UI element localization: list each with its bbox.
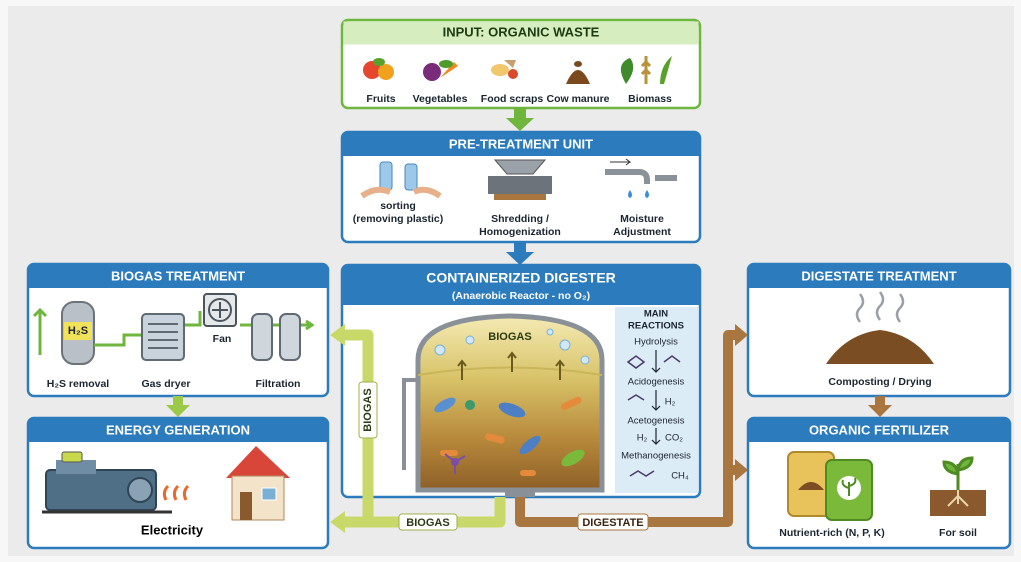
- energy-generation-title: ENERGY GENERATION: [106, 422, 250, 437]
- tank-part: [505, 490, 535, 497]
- icons-part: [508, 69, 518, 79]
- equipment-label: Gas dryer: [141, 378, 190, 390]
- fertilizer-label: Nutrient-rich (N, P, K): [779, 527, 884, 539]
- reaction-product: CO₂: [665, 433, 683, 444]
- tank-part: [466, 336, 474, 344]
- diagram: INPUT: ORGANIC WASTE Fruits Vegetables F…: [0, 0, 1021, 562]
- input-item: Vegetables: [413, 93, 468, 105]
- icons-part: [380, 162, 392, 190]
- fertilizer-label: For soil: [939, 527, 977, 539]
- tank: [404, 316, 602, 497]
- digester-title: CONTAINERIZED DIGESTER: [426, 270, 616, 286]
- icons-part: [488, 176, 552, 194]
- tank-part: [440, 450, 458, 456]
- tank-part: [560, 340, 570, 350]
- reaction-product: H₂: [637, 433, 648, 444]
- flow-label: DIGESTATE: [582, 517, 643, 529]
- input-item: Biomass: [628, 93, 672, 105]
- tank-part: [547, 329, 553, 335]
- tank-part: [581, 356, 589, 364]
- organic-fertilizer-box: ORGANIC FERTILIZER Nutrient-rich (N, P, …: [748, 418, 1010, 548]
- digester-box: CONTAINERIZED DIGESTER (Anaerobic Reacto…: [342, 265, 700, 497]
- equipment-part: [280, 314, 300, 360]
- reaction-step: Methanogenesis: [621, 451, 691, 462]
- pretreatment-box: PRE-TREATMENT UNIT sorting (removing pla…: [342, 132, 700, 242]
- input-item: Cow manure: [546, 93, 609, 105]
- energy-generation-box: ENERGY GENERATION Electricity: [28, 418, 328, 548]
- icons-part: [405, 164, 417, 190]
- icons-part: [574, 61, 582, 67]
- organic-fertilizer-title: ORGANIC FERTILIZER: [809, 422, 950, 437]
- generator-and-house-part: [240, 492, 252, 520]
- biogas-treatment-box: BIOGAS TREATMENT H₂S H₂S removal Gas dry…: [28, 264, 328, 396]
- equipment-label: H₂S removal: [47, 378, 110, 390]
- reaction-step: Acetogenesis: [627, 416, 684, 427]
- arrow-brown-part: [875, 396, 885, 406]
- reaction-step: Hydrolysis: [634, 337, 678, 348]
- generator-and-house-part: [262, 488, 276, 500]
- icons-part: [491, 64, 509, 76]
- icons-part: [423, 63, 441, 81]
- reaction-product: H₂: [665, 397, 676, 408]
- input-item: Food scraps: [481, 93, 544, 105]
- arrow-green-part: [173, 396, 183, 406]
- energy-label: Electricity: [141, 522, 204, 537]
- icons-part: [439, 60, 453, 68]
- digestate-treatment-title: DIGESTATE TREATMENT: [801, 268, 956, 283]
- step-label: Shredding /: [491, 213, 549, 225]
- digestate-label: Composting / Drying: [828, 376, 931, 388]
- generator-and-house-part: [62, 452, 82, 462]
- equipment-part: [142, 314, 184, 360]
- icons-part: [378, 64, 394, 80]
- tank-part: [435, 345, 445, 355]
- step-label: (removing plastic): [353, 213, 443, 225]
- arrow-blue-part: [514, 242, 526, 252]
- icons-part: [494, 194, 546, 200]
- reaction-step: Acidogenesis: [628, 377, 685, 388]
- tank-part: [520, 470, 536, 476]
- step-label: Adjustment: [613, 226, 671, 238]
- digester-subtitle: (Anaerobic Reactor - no O₂): [452, 290, 590, 302]
- equipment-label: Fan: [213, 333, 232, 345]
- input-title: INPUT: ORGANIC WASTE: [443, 24, 600, 39]
- reactions-title: REACTIONS: [628, 321, 684, 332]
- pretreatment-title: PRE-TREATMENT UNIT: [449, 136, 593, 151]
- equipment-part: [252, 314, 272, 360]
- flow-label: BIOGAS: [362, 388, 374, 431]
- step-label: sorting: [380, 200, 416, 212]
- icons-part: [373, 58, 385, 66]
- arrow-green-part: [514, 108, 526, 118]
- tank-label: H₂S: [68, 325, 88, 337]
- generator-and-house-part: [128, 478, 152, 502]
- reactions-title: MAIN: [644, 309, 668, 320]
- tank-label: BIOGAS: [488, 331, 531, 343]
- flow-label: BIOGAS: [406, 517, 449, 529]
- equipment-label: Filtration: [256, 378, 301, 390]
- input-item: Fruits: [366, 93, 395, 105]
- step-label: Moisture: [620, 213, 664, 225]
- digestate-treatment-box: DIGESTATE TREATMENT Composting / Drying: [748, 264, 1010, 396]
- input-box: INPUT: ORGANIC WASTE Fruits Vegetables F…: [342, 20, 700, 108]
- reaction-product: CH₄: [671, 471, 689, 482]
- biogas-treatment-title: BIOGAS TREATMENT: [111, 268, 245, 283]
- step-label: Homogenization: [479, 226, 561, 238]
- tank-part: [465, 400, 475, 410]
